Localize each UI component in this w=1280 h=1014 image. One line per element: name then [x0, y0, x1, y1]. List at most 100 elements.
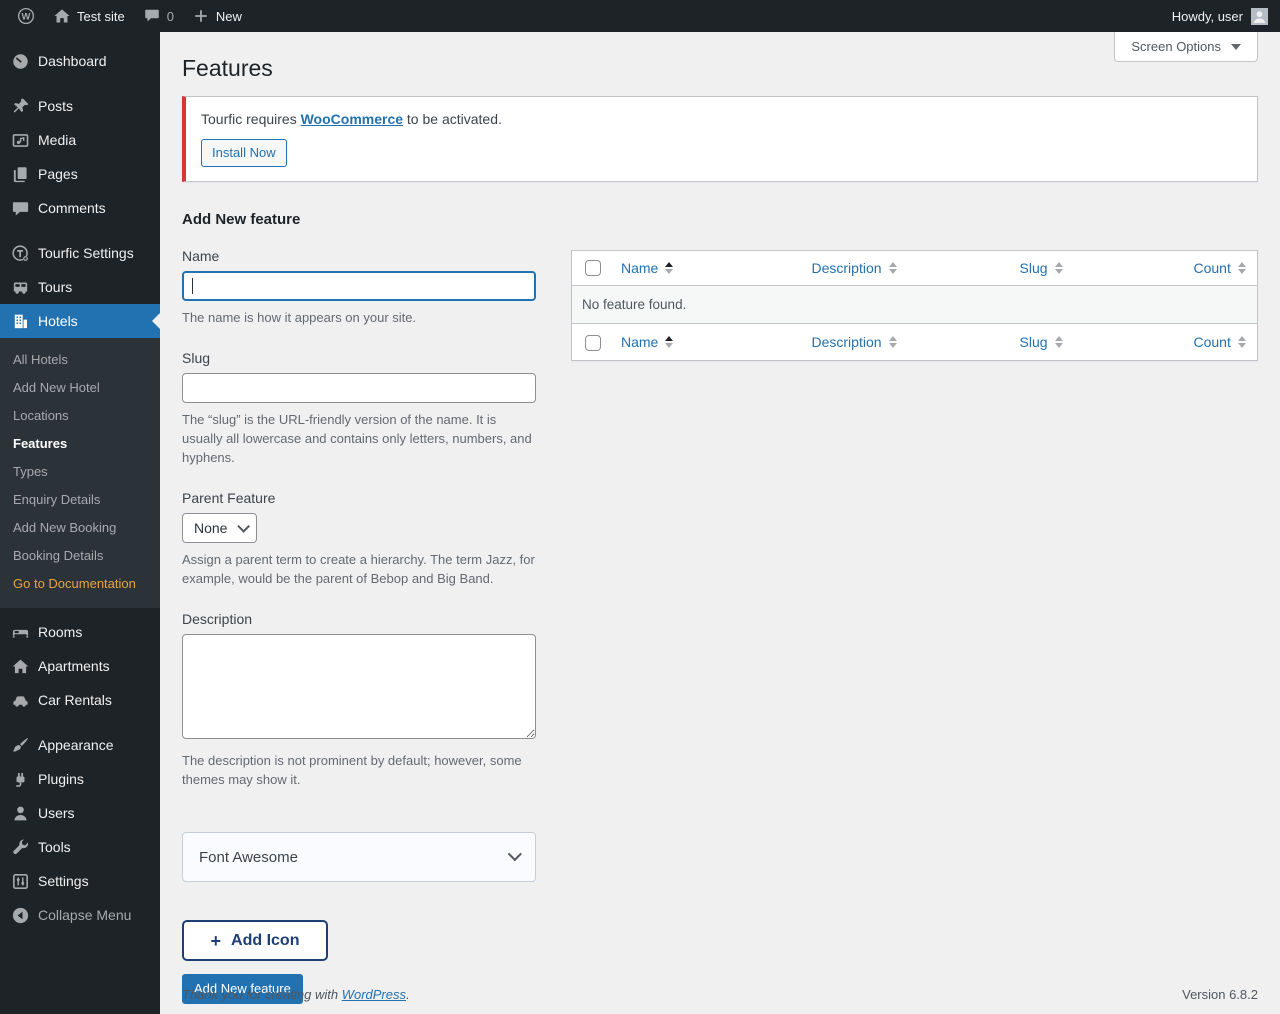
sidebar-item-pages[interactable]: Pages — [0, 157, 160, 191]
submenu-go-to-documentation[interactable]: Go to Documentation — [13, 576, 136, 591]
sidebar-item-tools[interactable]: Tools — [0, 830, 160, 864]
description-textarea[interactable] — [182, 634, 536, 739]
sort-by-description[interactable]: Description — [812, 334, 897, 350]
page-title: Features — [182, 55, 273, 81]
sort-by-description[interactable]: Description — [812, 260, 897, 276]
submenu-features[interactable]: Features — [13, 436, 68, 451]
collapse-arrow-icon — [10, 905, 30, 925]
sidebar-item-dashboard[interactable]: Dashboard — [0, 44, 160, 78]
install-now-button[interactable]: Install Now — [201, 139, 287, 167]
plus-icon: + — [210, 930, 222, 951]
column-header-count: Count — [1193, 333, 1231, 350]
parent-feature-value: None — [194, 520, 228, 536]
icon-library-value: Font Awesome — [199, 848, 298, 866]
site-name-label: Test site — [77, 8, 125, 24]
name-label: Name — [182, 248, 220, 264]
icon-library-select[interactable]: Font Awesome — [182, 832, 536, 882]
home-icon — [53, 7, 71, 25]
sidebar-item-plugins[interactable]: Plugins — [0, 762, 160, 796]
wordpress-logo-button[interactable]: W — [8, 0, 44, 32]
account-menu[interactable]: Howdy, user — [1172, 7, 1268, 25]
sidebar-item-label: Pages — [38, 166, 78, 182]
sidebar-item-appearance[interactable]: Appearance — [0, 728, 160, 762]
name-input[interactable] — [182, 271, 536, 301]
sidebar-item-label: Car Rentals — [38, 692, 112, 708]
description-help: The description is not prominent by defa… — [182, 753, 522, 787]
sort-arrows-icon — [1237, 261, 1246, 274]
sort-by-count[interactable]: Count — [1194, 334, 1246, 350]
submenu-booking-details[interactable]: Booking Details — [13, 548, 104, 563]
woocommerce-notice: Tourfic requires WooCommerce to be activ… — [182, 96, 1258, 182]
sidebar-item-posts[interactable]: Posts — [0, 89, 160, 123]
new-content-button[interactable]: New — [183, 0, 251, 32]
woocommerce-link[interactable]: WooCommerce — [300, 111, 404, 127]
site-name-link[interactable]: Test site — [44, 0, 134, 32]
slug-input[interactable] — [182, 373, 536, 403]
sort-by-name[interactable]: Name — [621, 260, 674, 276]
chevron-down-icon — [507, 847, 522, 862]
content-area: Screen Options Features Tourfic requires… — [160, 32, 1280, 1014]
sidebar-item-label: Tools — [38, 839, 71, 855]
pages-icon — [10, 164, 30, 184]
sidebar-item-hotels[interactable]: Hotels — [0, 304, 160, 338]
sidebar-item-media[interactable]: Media — [0, 123, 160, 157]
wordpress-link[interactable]: WordPress — [341, 987, 406, 1002]
collapse-menu-button[interactable]: Collapse Menu — [0, 898, 160, 932]
submenu-add-new-booking[interactable]: Add New Booking — [13, 520, 117, 535]
sidebar-item-car-rentals[interactable]: Car Rentals — [0, 683, 160, 717]
sidebar-item-label: Plugins — [38, 771, 84, 787]
add-icon-button[interactable]: + Add Icon — [182, 920, 328, 961]
submenu-types[interactable]: Types — [13, 464, 48, 479]
hotels-submenu: All Hotels Add New Hotel Locations Featu… — [0, 338, 160, 608]
comments-shortcut[interactable]: 0 — [134, 0, 183, 32]
add-new-feature-button[interactable]: Add New feature — [182, 974, 303, 1004]
sidebar-item-users[interactable]: Users — [0, 796, 160, 830]
svg-text:W: W — [22, 12, 31, 23]
sort-by-slug[interactable]: Slug — [1020, 260, 1063, 276]
select-all-checkbox[interactable] — [585, 260, 601, 277]
building-icon — [10, 311, 30, 331]
column-header-description: Description — [811, 333, 882, 350]
car-icon — [10, 690, 30, 710]
sidebar-item-label: Comments — [38, 200, 106, 216]
home-icon — [10, 656, 30, 676]
sort-arrows-icon — [1237, 335, 1246, 348]
features-table: Name Description Slug Count No feature f… — [571, 250, 1258, 361]
sort-by-slug[interactable]: Slug — [1020, 334, 1063, 350]
sidebar-item-comments[interactable]: Comments — [0, 191, 160, 225]
sort-arrows-icon — [665, 335, 674, 348]
chevron-down-icon — [1231, 43, 1241, 50]
slug-label: Slug — [182, 350, 211, 366]
sidebar-item-label: Hotels — [38, 313, 78, 329]
sort-arrows-icon — [888, 335, 897, 348]
parent-feature-help: Assign a parent term to create a hierarc… — [182, 552, 535, 586]
parent-feature-label: Parent Feature — [182, 490, 276, 506]
sidebar-item-label: Posts — [38, 98, 74, 114]
select-all-checkbox[interactable] — [585, 334, 601, 351]
sort-by-count[interactable]: Count — [1194, 260, 1246, 276]
sort-by-name[interactable]: Name — [621, 333, 674, 350]
column-header-name: Name — [621, 333, 659, 350]
sidebar-item-apartments[interactable]: Apartments — [0, 649, 160, 683]
comment-icon — [10, 198, 30, 218]
sidebar-item-rooms[interactable]: Rooms — [0, 615, 160, 649]
pin-icon — [10, 96, 30, 116]
submenu-add-new-hotel[interactable]: Add New Hotel — [13, 380, 100, 395]
sidebar-item-tours[interactable]: Tours — [0, 270, 160, 304]
comment-bubble-icon — [143, 7, 161, 25]
screen-options-label: Screen Options — [1131, 39, 1221, 54]
submenu-locations[interactable]: Locations — [13, 408, 69, 423]
sidebar-item-tourfic-settings[interactable]: Tourfic Settings — [0, 236, 160, 270]
brush-icon — [10, 735, 30, 755]
tourfic-logo-icon — [10, 243, 30, 263]
sidebar-item-label: Tours — [38, 279, 73, 295]
plus-icon — [192, 7, 210, 25]
sidebar-item-settings[interactable]: Settings — [0, 864, 160, 898]
version-label: Version 6.8.2 — [1182, 987, 1258, 1002]
wrench-icon — [10, 837, 30, 857]
screen-options-button[interactable]: Screen Options — [1114, 32, 1258, 62]
submenu-enquiry-details[interactable]: Enquiry Details — [13, 492, 101, 507]
submenu-all-hotels[interactable]: All Hotels — [13, 352, 68, 367]
parent-feature-select[interactable]: None — [182, 513, 258, 543]
empty-message: No feature found. — [571, 285, 1258, 324]
